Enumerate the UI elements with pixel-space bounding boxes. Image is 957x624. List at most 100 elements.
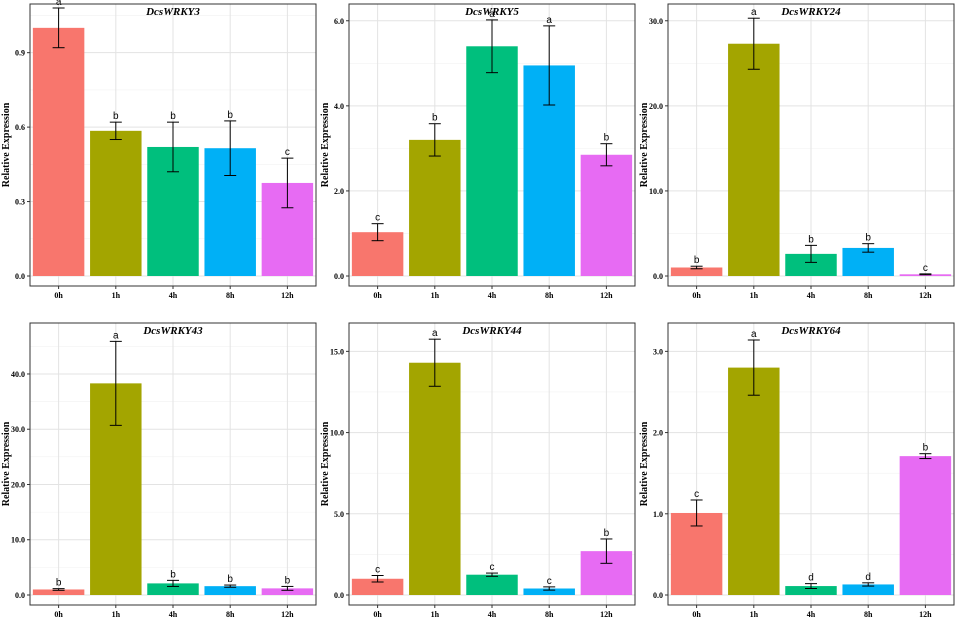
y-tick-label: 0.6	[15, 123, 25, 132]
significance-letter: c	[285, 147, 290, 158]
y-tick-label: 30.0	[649, 17, 663, 26]
error-bar-0h	[371, 223, 384, 242]
chart-panel-6: c a d d b 0.0 1.0 2.0 3.0 0h 1h 4h 8h 12h DcsWRKY64 Rel…	[639, 322, 955, 619]
x-tick-label: 8h	[226, 291, 235, 300]
x-tick-label: 1h	[112, 610, 121, 619]
y-tick-label: 0.0	[653, 272, 663, 281]
significance-letter: b	[227, 110, 233, 121]
x-tick-label: 4h	[807, 291, 816, 300]
error-bar-0h	[52, 7, 65, 49]
error-bar-1h	[747, 339, 760, 396]
x-tick-label: 0h	[692, 291, 701, 300]
chart-title: DcsWRKY64	[780, 325, 841, 337]
significance-letter: b	[923, 443, 929, 454]
bar-1h	[409, 362, 461, 595]
significance-letter: b	[694, 255, 700, 266]
significance-letter: b	[604, 133, 610, 144]
significance-letter: b	[227, 574, 233, 585]
x-tick-label: 1h	[112, 291, 121, 300]
error-bar-0h	[690, 265, 703, 270]
bar-4h	[785, 253, 837, 276]
error-bar-1h	[428, 338, 441, 387]
significance-letter: c	[375, 213, 380, 224]
error-bar-12h	[281, 157, 294, 209]
y-tick-label: 0.9	[15, 49, 25, 58]
chart-title: DcsWRKY5	[464, 6, 519, 18]
x-tick-label: 1h	[431, 291, 440, 300]
x-tick-label: 0h	[692, 610, 701, 619]
y-tick-label: 0.0	[334, 272, 344, 281]
bar-4h	[466, 574, 518, 595]
y-axis-label: Relative Expression	[639, 421, 650, 506]
y-tick-label: 20.0	[649, 102, 663, 111]
significance-letter: c	[547, 576, 552, 587]
error-bar-4h	[167, 579, 179, 587]
x-tick-label: 1h	[750, 610, 759, 619]
y-tick-label: 0.3	[15, 198, 25, 207]
error-bar-1h	[428, 123, 441, 157]
y-tick-label: 0.0	[15, 272, 25, 281]
significance-letter: d	[865, 572, 871, 583]
error-bar-8h	[862, 582, 875, 587]
y-axis-label: Relative Expression	[320, 102, 331, 187]
y-tick-label: 10.0	[11, 536, 25, 545]
error-bar-12h	[281, 585, 294, 591]
y-tick-label: 10.0	[330, 429, 344, 438]
bar-4h	[785, 586, 837, 595]
error-bar-0h	[690, 499, 703, 527]
bar-8h	[842, 584, 894, 595]
chart-title: DcsWRKY3	[145, 6, 200, 18]
y-axis-label: Relative Expression	[639, 102, 650, 187]
error-bar-4h	[486, 19, 498, 74]
error-bar-12h	[600, 143, 613, 167]
error-bar-1h	[109, 121, 122, 141]
y-tick-label: 40.0	[11, 370, 25, 379]
x-tick-label: 12h	[600, 610, 613, 619]
significance-letter: c	[694, 489, 699, 500]
error-bar-8h	[224, 584, 237, 588]
significance-letter: c	[375, 565, 380, 576]
x-tick-label: 4h	[169, 610, 178, 619]
chart-panel-4: b a b b b 0.0 10.0 20.0 30.0 40.0 0h 1h 4h 8h 12h DcsWR…	[1, 322, 317, 619]
significance-letter: b	[432, 113, 438, 124]
y-tick-label: 20.0	[11, 480, 25, 489]
significance-letter: b	[170, 569, 176, 580]
significance-letter: b	[170, 111, 176, 122]
bar-4h	[147, 583, 199, 595]
x-tick-label: 12h	[600, 291, 613, 300]
error-bar-8h	[224, 120, 237, 176]
error-bar-12h	[600, 538, 613, 564]
chart-panel-3: b a b b c 0.0 10.0 20.0 30.0 0h 1h 4h 8h 12h DcsWRKY24…	[639, 3, 955, 300]
significance-letter: b	[865, 233, 871, 244]
error-bar-8h	[862, 243, 875, 253]
significance-letter: b	[285, 575, 291, 586]
y-axis-label: Relative Expression	[1, 102, 12, 187]
y-tick-label: 1.0	[653, 510, 663, 519]
error-bar-8h	[543, 586, 556, 591]
x-tick-label: 1h	[750, 291, 759, 300]
y-tick-label: 4.0	[334, 102, 344, 111]
significance-letter: b	[56, 578, 62, 589]
significance-letter: a	[751, 7, 757, 18]
significance-letter: a	[546, 15, 552, 26]
bar-1h	[728, 43, 780, 276]
x-tick-label: 4h	[807, 610, 816, 619]
x-tick-label: 4h	[488, 291, 497, 300]
significance-letter: d	[808, 573, 814, 584]
y-tick-label: 0.0	[334, 591, 344, 600]
x-tick-label: 12h	[281, 610, 294, 619]
y-tick-label: 30.0	[11, 425, 25, 434]
bar-0h	[351, 578, 404, 595]
y-tick-label: 3.0	[653, 347, 663, 356]
bar-8h	[204, 586, 256, 595]
bar-0h	[32, 589, 85, 595]
y-tick-label: 15.0	[330, 347, 344, 356]
error-bar-1h	[109, 340, 122, 426]
x-tick-label: 8h	[545, 291, 554, 300]
x-tick-label: 0h	[54, 610, 63, 619]
bar-1h	[409, 139, 461, 276]
error-bar-4h	[167, 121, 179, 173]
chart-panel-1: ab b bc0.00.30.60.90h 1h 4h 8h 12hDcsWRKY3Rela…	[1, 0, 317, 300]
chart-title: DcsWRKY44	[461, 325, 522, 337]
